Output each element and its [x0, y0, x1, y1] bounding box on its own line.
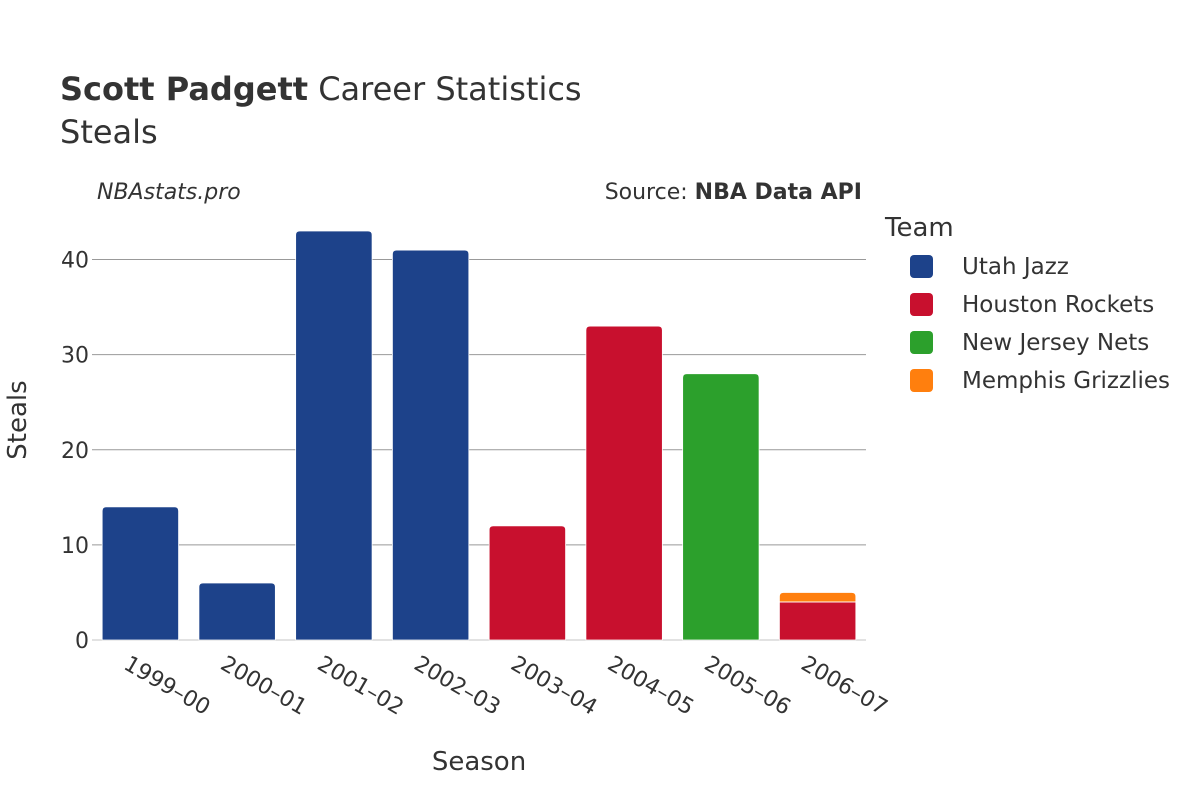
source-prefix: Source:: [605, 180, 695, 205]
bar: [295, 230, 373, 641]
legend-label: Houston Rockets: [962, 292, 1154, 318]
x-tick-label: 1999–00: [119, 652, 214, 721]
bar: [392, 249, 470, 641]
bar: [488, 525, 566, 641]
x-tick-label: 2006–07: [797, 652, 892, 721]
chart-subtitle: Steals: [60, 113, 158, 151]
legend-swatch: [910, 369, 933, 392]
x-tick-label: 2001–02: [313, 652, 408, 721]
y-tick-label: 20: [61, 439, 89, 464]
legend-title: Team: [884, 213, 954, 243]
x-tick-label: 2005–06: [700, 652, 795, 721]
y-tick-label: 0: [75, 629, 89, 654]
legend-label: Utah Jazz: [962, 254, 1069, 280]
legend-label: New Jersey Nets: [962, 330, 1149, 356]
bars: [101, 230, 857, 641]
bar: [779, 592, 857, 603]
y-tick-label: 30: [61, 344, 89, 369]
legend: Utah Jazz Houston Rockets New Jersey Nets M…: [910, 254, 1170, 394]
y-tick-label: 40: [61, 249, 89, 274]
chart-title-player: Scott Padgett: [60, 70, 308, 108]
x-axis-ticks: 1999–00 2000–01 2001–02 2002–03 2003–04 2004–…: [119, 652, 891, 721]
legend-swatch: [910, 255, 933, 278]
y-tick-label: 10: [61, 534, 89, 559]
x-tick-label: 2002–03: [410, 652, 505, 721]
bar: [779, 601, 857, 641]
legend-label: Memphis Grizzlies: [962, 368, 1170, 394]
watermark: NBAstats.pro: [97, 180, 241, 205]
bar: [585, 325, 663, 641]
y-axis-ticks: 0 10 20 30 40: [61, 249, 89, 654]
x-tick-label: 2000–01: [216, 652, 311, 721]
legend-swatch: [910, 331, 933, 354]
source-name: NBA Data API: [695, 180, 862, 205]
x-tick-label: 2004–05: [603, 652, 698, 721]
x-tick-label: 2003–04: [506, 652, 601, 721]
bar: [101, 506, 179, 641]
bar: [198, 582, 276, 641]
legend-swatch: [910, 293, 933, 316]
x-axis-title: Season: [432, 747, 526, 777]
chart-title-rest: Career Statistics: [308, 70, 582, 108]
chart-title: Scott Padgett Career Statistics: [60, 70, 582, 108]
y-axis-title: Steals: [3, 380, 33, 459]
bar: [682, 373, 760, 641]
source-credit: Source: NBA Data API: [605, 180, 862, 205]
